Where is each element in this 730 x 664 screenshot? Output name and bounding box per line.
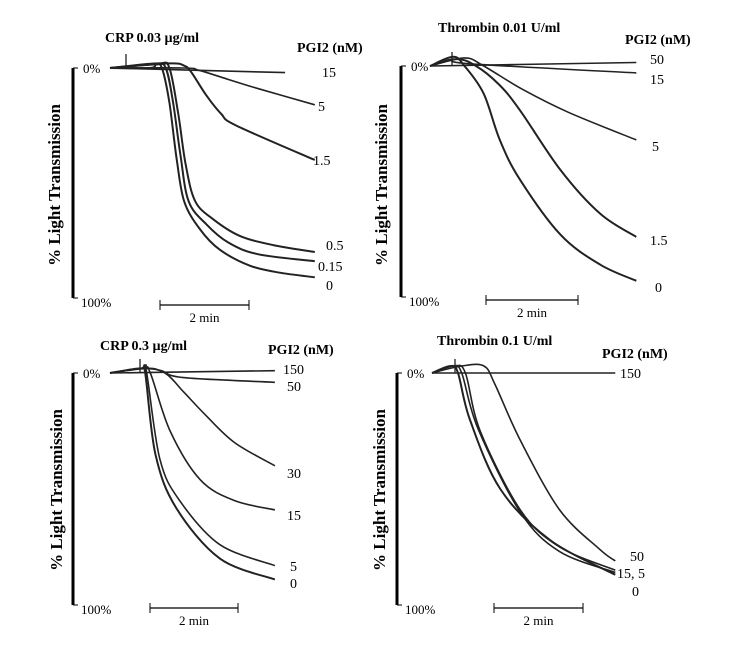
legend-title: PGI2 (nM) xyxy=(268,343,334,358)
y-tick-label: 0% xyxy=(83,61,101,76)
y-tick-label: 100% xyxy=(81,295,112,310)
series-label: 30 xyxy=(287,467,301,482)
trace-pgi2-0.15 xyxy=(109,62,315,263)
y-tick-label: 0% xyxy=(83,366,101,381)
series-label: 0.5 xyxy=(326,239,344,254)
trace-pgi2-15-5-b- xyxy=(431,364,616,574)
series-label: 1.5 xyxy=(313,154,331,169)
legend-title: PGI2 (nM) xyxy=(602,347,668,362)
y-tick-label: 0% xyxy=(411,59,429,74)
trace-pgi2-0 xyxy=(429,55,637,282)
panel-title: CRP 0.3 µg/ml xyxy=(100,339,187,354)
trace-pgi2-30 xyxy=(109,367,276,467)
panel-2: Thrombin 0.01 U/ml PGI2 (nM) 0% 100% % Light… xyxy=(372,21,691,320)
trace-pgi2-1.5 xyxy=(109,62,316,161)
series-label: 0 xyxy=(326,279,333,294)
series-label: 5 xyxy=(290,560,297,575)
series-label: 1.5 xyxy=(650,234,668,249)
panel-3: CRP 0.3 µg/ml PGI2 (nM) 0% 100% % Light Tran… xyxy=(47,339,334,628)
trace-pgi2-0 xyxy=(109,62,315,279)
y-axis-label: % Light Transmission xyxy=(47,409,66,571)
trace-pgi2-1.5 xyxy=(429,58,637,238)
legend-title: PGI2 (nM) xyxy=(625,33,691,48)
y-tick-label: 0% xyxy=(407,366,425,381)
trace-pgi2-0 xyxy=(109,364,276,581)
y-tick-label: 100% xyxy=(405,602,436,617)
trace-pgi2-50 xyxy=(431,363,616,562)
series-label: 5 xyxy=(652,140,659,155)
trace-pgi2-5 xyxy=(109,364,276,567)
panel-title: Thrombin 0.1 U/ml xyxy=(437,334,552,349)
trace-pgi2-5 xyxy=(429,57,637,141)
series-label: 15 xyxy=(650,73,664,88)
y-axis-label: % Light Transmission xyxy=(370,409,389,571)
panel-title: CRP 0.03 µg/ml xyxy=(105,31,199,46)
series-label: 0 xyxy=(632,585,639,600)
time-scale-label: 2 min xyxy=(524,613,554,628)
series-label: 5 xyxy=(318,100,325,115)
series-label: 150 xyxy=(283,363,304,378)
y-axis-label: % Light Transmission xyxy=(45,104,64,266)
series-label: 0 xyxy=(290,577,297,592)
trace-pgi2-50 xyxy=(429,61,637,67)
time-scale-label: 2 min xyxy=(190,310,220,325)
series-label: 15, 5 xyxy=(617,567,645,582)
y-tick-label: 100% xyxy=(81,602,112,617)
series-label: 15 xyxy=(287,509,301,524)
series-label: 15 xyxy=(322,66,336,81)
panel-4: Thrombin 0.1 U/ml PGI2 (nM) 0% 100% % Light … xyxy=(370,334,668,628)
series-label: 50 xyxy=(650,53,664,68)
time-scale-label: 2 min xyxy=(517,305,547,320)
time-scale-label: 2 min xyxy=(179,613,209,628)
series-label: 50 xyxy=(287,380,301,395)
legend-title: PGI2 (nM) xyxy=(297,41,363,56)
trace-pgi2-0 xyxy=(431,364,616,576)
series-label: 0.15 xyxy=(318,260,343,275)
y-axis-label: % Light Transmission xyxy=(372,104,391,266)
trace-pgi2-15 xyxy=(109,366,276,511)
series-label: 150 xyxy=(620,367,641,382)
y-tick-label: 100% xyxy=(409,294,440,309)
trace-pgi2-5 xyxy=(109,67,316,106)
series-label: 0 xyxy=(655,281,662,296)
panel-title: Thrombin 0.01 U/ml xyxy=(438,21,560,36)
trace-pgi2-0.5 xyxy=(109,61,315,253)
panel-1: CRP 0.03 µg/ml PGI2 (nM) 0% 100% % Light Tra… xyxy=(45,31,363,325)
trace-pgi2-150 xyxy=(109,369,275,374)
series-label: 50 xyxy=(630,550,644,565)
